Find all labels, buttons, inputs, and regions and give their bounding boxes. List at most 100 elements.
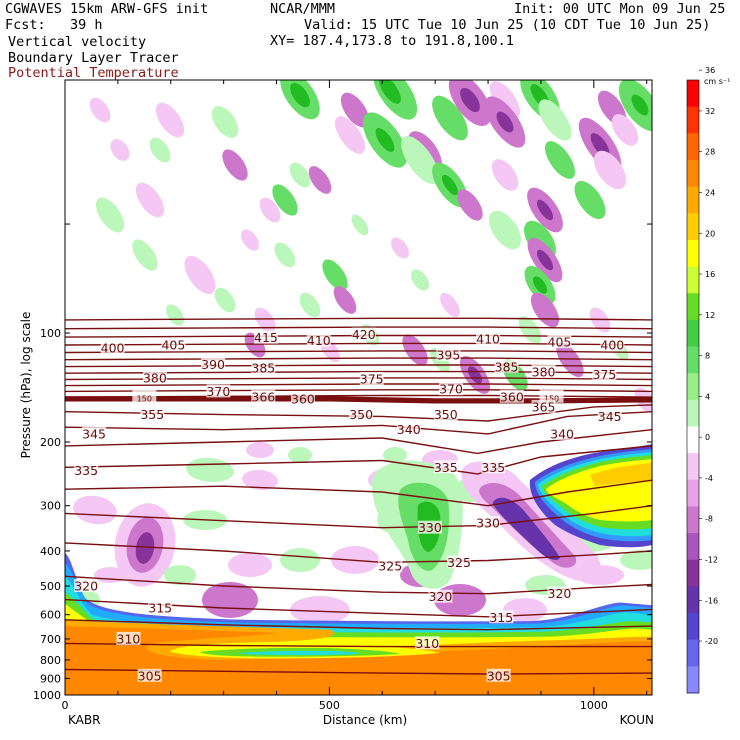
colorbar-swatch [687,453,699,481]
theta-contour-28 [65,642,652,648]
colorbar-label: 20 [705,229,715,238]
w-cell-9 [489,81,521,119]
colorbar-swatch [687,266,699,294]
colorbar-label: 12 [705,311,715,320]
w-cell-21 [375,128,395,152]
w-cell-90 [290,596,350,624]
colorbar-swatch [687,639,699,667]
colorbar-swatch [687,559,699,587]
w-cell-102 [164,565,196,585]
theta-label-bg [359,372,384,386]
x-tick-label: 500 [319,699,340,712]
theta-label-bg [137,668,162,682]
colorbar-label: 8 [705,352,710,361]
theta-label: 350 [349,407,373,422]
theta-contour-13 [65,397,652,401]
theta-label: 395 [436,347,460,362]
theta-label: 330 [476,516,500,531]
w-cell-18 [631,94,649,116]
theta-contour-27 [65,619,652,631]
y-tick-label: 300 [40,500,61,513]
colorbar-swatch [687,106,699,134]
descent-front-core [492,497,560,560]
w-cell-72 [274,242,296,268]
field-name-potential-temperature: Potential Temperature [8,65,179,81]
w-cell-27 [457,189,483,221]
theta-label: 335 [74,463,98,478]
theta-label-bg [201,357,226,371]
theta-contour-14 [65,397,652,402]
colorbar-label: 32 [705,107,715,116]
w-cell-48 [272,184,298,216]
w-cell-108 [383,447,407,463]
theta-contour-22 [65,479,652,507]
w-cell-26 [441,174,459,196]
y-tick-label: 600 [40,609,61,622]
theta-contour-5 [65,357,652,361]
w-cell-88 [280,548,320,572]
w-cell-6 [460,87,480,113]
theta-label-bg [486,668,511,682]
theta-label-bg [206,384,231,398]
colorbar-swatch [687,506,699,534]
theta-label: 310 [117,631,141,646]
theta-label-bg [82,426,107,440]
w-cell-31 [489,210,521,250]
theta-label-bg [428,589,453,603]
theta-label: 365 [532,399,556,414]
theta-label-bg [142,370,167,384]
w-cell-55 [135,182,165,218]
colorbar-swatch [687,586,699,614]
field-name-boundary-layer-tracer: Boundary Layer Tracer [8,50,179,66]
theta-label: 355 [140,407,164,422]
w-cell-4 [340,92,370,128]
theta-label-bg [349,407,374,421]
y-tick-label: 900 [40,672,61,685]
theta-contour-29 [65,668,652,675]
w-cell-43 [259,197,281,223]
theta-label-bg [600,338,625,352]
theta-label-bg [489,610,514,624]
theta-contour-12 [65,396,652,400]
theta-label-bg [116,631,141,645]
w-cell-41 [308,166,332,194]
w-cell-60 [254,307,276,333]
w-cell-57 [184,255,216,295]
w-cell-62 [440,292,460,318]
colorbar-label: 24 [705,188,715,197]
theta-label: 405 [548,335,572,350]
theta-label: 370 [206,384,230,399]
theta-label-bg [439,382,464,396]
w-cell-84 [186,457,234,483]
colorbar-swatch [687,373,699,401]
y-axis-title: Pressure (hPa), log scale [19,312,33,459]
colorbar-swatch [687,533,699,561]
theta-label: 305 [138,668,162,683]
w-cell-47 [299,292,321,318]
forecast-hour: Fcst: 39 h [5,17,103,33]
theta-contour-21 [65,445,652,475]
w-cell-58 [214,287,236,313]
theta-label-bg [531,364,556,378]
w-cell-69 [611,114,639,146]
colorbar-swatch [687,346,699,374]
theta-label-bg [74,463,99,477]
theta-label-bg [539,389,564,403]
colorbar-label: -16 [705,596,718,605]
theta-contour-19 [65,411,652,435]
y-tick-label: 800 [40,654,61,667]
w-cell-83 [73,495,117,525]
theta-label: 315 [489,610,513,625]
left-endpoint-label: KABR [68,713,100,727]
theta-label: 150 [544,394,559,403]
theta-label-bg [550,426,575,440]
theta-label: 305 [487,668,511,683]
theta-label-bg [547,586,572,600]
w-cell-1 [290,82,310,108]
colorbar-label: 4 [705,392,710,401]
colorbar-label: 0 [705,433,710,442]
colorbar-frame [686,79,700,694]
theta-label-bg [74,579,99,593]
